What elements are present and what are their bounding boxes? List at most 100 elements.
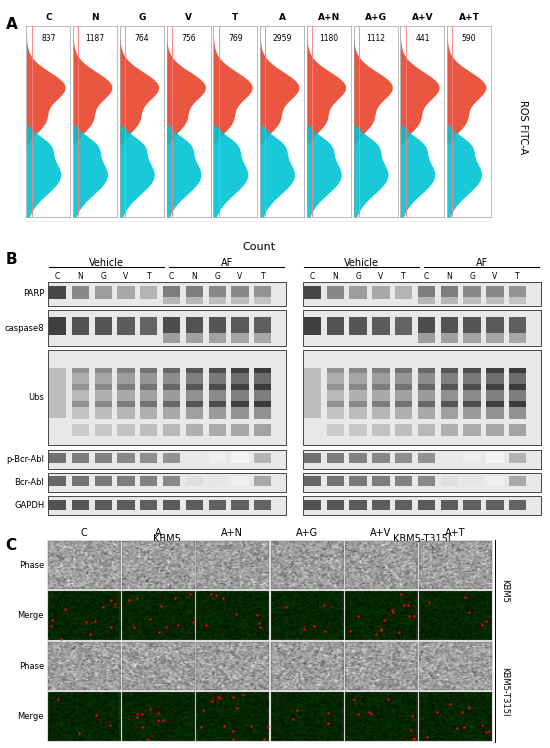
Bar — [418, 424, 435, 436]
Bar — [372, 407, 389, 419]
Bar — [486, 317, 504, 336]
Bar — [117, 373, 135, 384]
Bar — [486, 368, 504, 417]
Text: Merge: Merge — [18, 712, 44, 721]
Point — [293, 705, 302, 717]
Bar — [254, 453, 272, 463]
Text: C: C — [169, 272, 174, 281]
Text: A+T: A+T — [459, 13, 480, 22]
Bar — [232, 297, 249, 304]
Text: 2959: 2959 — [272, 34, 292, 43]
Bar — [49, 317, 66, 336]
Text: Ubs: Ubs — [29, 393, 44, 402]
Text: 590: 590 — [462, 34, 476, 43]
Text: N: N — [91, 13, 99, 22]
Text: G: G — [355, 272, 361, 281]
Bar — [349, 453, 367, 463]
Bar — [186, 424, 203, 436]
Bar — [232, 453, 249, 463]
Bar — [95, 453, 112, 463]
Point — [201, 619, 210, 631]
Text: C: C — [80, 528, 87, 538]
Bar — [327, 407, 344, 419]
Bar — [395, 286, 412, 299]
Bar — [186, 407, 203, 419]
Point — [477, 720, 486, 732]
Point — [111, 598, 120, 610]
Bar — [372, 500, 389, 509]
Text: A: A — [279, 13, 285, 22]
Bar — [208, 500, 226, 509]
Point — [255, 621, 264, 633]
Bar — [509, 390, 526, 402]
Text: T: T — [261, 272, 265, 281]
Text: C: C — [6, 538, 16, 553]
Bar — [304, 476, 321, 486]
Bar — [441, 424, 458, 436]
Bar — [486, 476, 504, 486]
Point — [389, 606, 398, 618]
Point — [53, 693, 62, 705]
Text: C: C — [45, 13, 52, 22]
Point — [138, 708, 146, 720]
Bar — [140, 407, 157, 419]
Point — [81, 616, 90, 628]
Point — [158, 714, 167, 726]
Bar — [395, 453, 412, 463]
Point — [125, 594, 134, 606]
Bar — [72, 390, 89, 402]
Bar — [441, 373, 458, 384]
Point — [133, 708, 141, 720]
Bar — [395, 390, 412, 402]
Bar — [464, 500, 481, 509]
Bar — [232, 476, 249, 486]
Text: G: G — [138, 13, 146, 22]
FancyBboxPatch shape — [303, 350, 541, 445]
Point — [229, 726, 238, 738]
Point — [144, 733, 152, 745]
Point — [186, 588, 195, 600]
Text: 441: 441 — [415, 34, 430, 43]
FancyBboxPatch shape — [48, 310, 285, 346]
Bar — [372, 286, 389, 299]
Text: G: G — [469, 272, 475, 281]
Text: N: N — [191, 272, 197, 281]
Bar — [163, 424, 180, 436]
Bar — [464, 297, 481, 304]
Bar — [327, 453, 344, 463]
Point — [408, 711, 417, 723]
Bar — [95, 476, 112, 486]
Point — [212, 589, 221, 601]
Point — [465, 606, 474, 618]
Bar — [486, 333, 504, 343]
Bar — [72, 453, 89, 463]
Point — [130, 622, 139, 634]
Point — [215, 693, 224, 705]
Bar — [395, 368, 412, 417]
Bar — [117, 424, 135, 436]
Point — [247, 720, 256, 732]
Point — [481, 615, 490, 627]
Bar — [441, 390, 458, 402]
Bar — [441, 500, 458, 509]
Bar — [117, 390, 135, 402]
Bar — [117, 500, 135, 509]
Bar — [372, 373, 389, 384]
Bar — [418, 453, 435, 463]
Text: N: N — [332, 272, 338, 281]
Bar — [117, 368, 135, 417]
Bar — [254, 333, 272, 343]
Bar — [349, 286, 367, 299]
Text: PARP: PARP — [23, 289, 44, 298]
Bar — [186, 317, 203, 336]
Point — [460, 591, 469, 603]
Bar — [304, 453, 321, 463]
FancyBboxPatch shape — [303, 282, 541, 306]
Point — [153, 714, 162, 726]
Bar — [254, 317, 272, 336]
Point — [47, 620, 56, 632]
Bar — [186, 390, 203, 402]
Bar — [327, 317, 344, 336]
Point — [85, 628, 94, 640]
Bar — [464, 476, 481, 486]
